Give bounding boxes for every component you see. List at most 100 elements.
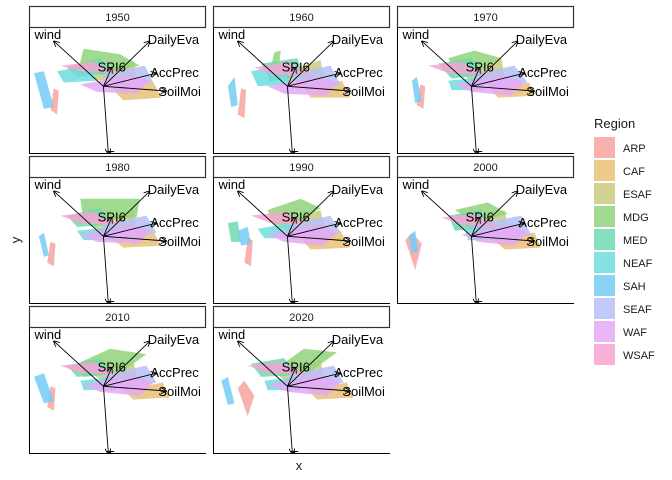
facet-strip-label: 1990 (289, 162, 313, 174)
region-hull-waf (267, 375, 341, 396)
loading-label-accprec: AccPrec (334, 215, 383, 230)
facet-strip-label: 1960 (289, 12, 313, 24)
loading-arrow-soilmoi (103, 385, 166, 391)
loading-arrow-wind (54, 341, 104, 387)
loading-arrow-accprec (287, 373, 340, 387)
facet-plot-area: wind DailyEva SPI6 AccPrec SoilMoi Temp (217, 328, 385, 454)
loading-arrow-dailyeva (471, 191, 517, 237)
loading-arrow-spi6 (471, 67, 479, 87)
facet-plot-area: wind DailyEva SPI6 AccPrec SoilMoi Temp (401, 28, 569, 154)
loading-label-spi6: SPI6 (282, 59, 310, 74)
loading-arrow-wind (238, 341, 288, 387)
legend-item-neaf: NEAF (594, 252, 653, 273)
legend-swatch (594, 344, 615, 365)
region-hull-wsaf (60, 61, 120, 74)
loading-arrow-temp (102, 386, 108, 454)
facet-strip (28, 155, 207, 179)
region-hull-sah (34, 71, 54, 109)
region-hull-waf (454, 75, 525, 96)
loading-arrow-dailyeva (103, 191, 149, 237)
region-hull-waf (461, 225, 528, 246)
loading-arrow-dailyeva (287, 191, 333, 237)
loading-label-temp: Temp (107, 298, 139, 313)
legend-title: Region (594, 116, 635, 131)
loading-arrow-soilmoi (287, 385, 350, 391)
region-hull-waf (267, 76, 338, 96)
region-hull-sah (221, 376, 235, 406)
region-hull-wsaf (60, 211, 120, 225)
loading-arrow-dailyeva (471, 41, 517, 87)
region-hull-arp (416, 84, 426, 109)
facet-strip-label: 2020 (289, 312, 313, 324)
facet-plot-area: wind DailyEva SPI6 AccPrec SoilMoi Temp (33, 27, 201, 154)
loading-arrow-temp (470, 86, 476, 154)
legend-item-med: MED (594, 229, 648, 250)
loading-arrow-temp (286, 86, 292, 154)
legend-item-wsaf: WSAF (594, 344, 655, 365)
loading-arrow-accprec (471, 223, 524, 237)
region-hull-waf (83, 375, 154, 396)
region-hull-sah (38, 232, 49, 257)
facet-strip (396, 5, 575, 29)
region-hull-med (227, 221, 242, 242)
loading-label-wind: wind (33, 27, 61, 42)
loading-label-spi6: SPI6 (282, 359, 310, 374)
loading-label-accprec: AccPrec (518, 215, 567, 230)
loading-arrow-wind (238, 41, 288, 87)
facet-panel-2010: 2010 wind DailyEva SPI6 AccPrec SoilMoi Temp (28, 305, 207, 454)
facet-strip-label: 1970 (473, 12, 497, 24)
loading-label-soilmoi: SoilMoi (158, 234, 201, 249)
facet-plot-area: wind DailyEva SPI6 AccPrec SoilMoi Temp (33, 328, 201, 454)
loading-arrow-wind (54, 191, 104, 237)
loading-label-wind: wind (33, 177, 61, 192)
legend-item-caf: CAF (594, 160, 645, 181)
legend-label: SEAF (623, 304, 652, 316)
legend-label: MDG (623, 212, 649, 224)
region-hull-sah (34, 373, 54, 404)
legend-label: NEAF (623, 258, 653, 270)
legend-item-sah: SAH (594, 275, 646, 296)
legend-swatch (594, 252, 615, 273)
loading-arrow-temp (286, 386, 292, 454)
legend-item-esaf: ESAF (594, 183, 652, 204)
loading-arrow-spi6 (287, 67, 295, 87)
loading-label-soilmoi: SoilMoi (342, 234, 385, 249)
legend-label: WAF (623, 327, 647, 339)
facet-panel-1970: 1970 wind DailyEva SPI6 AccPrec SoilMoi Temp (396, 5, 575, 154)
facet-plot-area: wind DailyEva SPI6 AccPrec SoilMoi Temp (33, 177, 201, 313)
legend: Region ARP CAF ESAF MDG MED NEAF SAH SEAF WAF WSA… (594, 116, 655, 365)
x-axis-title: x (296, 458, 303, 473)
facet-strip (212, 5, 391, 29)
loading-arrow-wind (422, 191, 472, 237)
facet-strip (212, 155, 391, 179)
facet-panel-2020: 2020 wind DailyEva SPI6 AccPrec SoilMoi Temp (212, 305, 391, 454)
facet-strip (28, 5, 207, 29)
facet-panel-1950: 1950 wind DailyEva SPI6 AccPrec SoilMoi Temp (28, 5, 207, 154)
facet-plot-area: wind DailyEva SPI6 AccPrec SoilMoi Temp (217, 178, 385, 304)
loading-label-dailyeva: DailyEva (332, 32, 384, 47)
loading-label-dailyeva: DailyEva (148, 182, 200, 197)
legend-item-seaf: SEAF (594, 298, 652, 319)
legend-label: MED (623, 235, 648, 247)
loading-label-soilmoi: SoilMoi (158, 384, 201, 399)
legend-label: ARP (623, 143, 646, 155)
legend-item-waf: WAF (594, 321, 647, 342)
facet-strip (212, 305, 391, 329)
facet-panel-1960: 1960 wind DailyEva SPI6 AccPrec SoilMoi Temp (212, 5, 391, 154)
loading-label-wind: wind (401, 177, 429, 192)
facet-strip-label: 2010 (105, 312, 129, 324)
loading-label-dailyeva: DailyEva (516, 182, 568, 197)
facet-strip-label: 2000 (473, 162, 497, 174)
loading-arrow-wind (422, 41, 472, 87)
legend-label: WSAF (623, 350, 655, 362)
loading-arrow-accprec (287, 223, 340, 237)
legend-swatch (594, 321, 615, 342)
facet-strip-label: 1980 (105, 162, 129, 174)
region-hull-waf (80, 75, 150, 94)
facet-panel-2000: 2000 wind DailyEva SPI6 AccPrec SoilMoi Temp (396, 155, 575, 304)
loading-arrow-soilmoi (471, 85, 534, 91)
legend-label: SAH (623, 281, 646, 293)
legend-swatch (594, 206, 615, 227)
facet-strip-label: 1950 (105, 12, 129, 24)
loading-arrow-temp (470, 236, 476, 304)
